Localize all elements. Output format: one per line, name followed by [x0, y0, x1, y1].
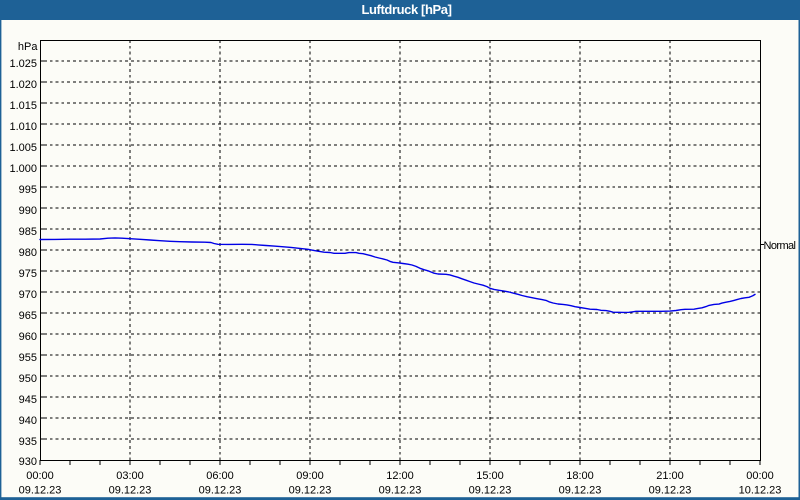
svg-text:990: 990 [19, 205, 37, 217]
svg-text:980: 980 [19, 247, 37, 259]
svg-text:00:00: 00:00 [746, 470, 774, 482]
svg-text:09.12.23: 09.12.23 [289, 485, 332, 497]
svg-text:03:00: 03:00 [116, 470, 144, 482]
svg-text:1.015: 1.015 [9, 100, 37, 112]
svg-text:1.010: 1.010 [9, 121, 37, 133]
svg-text:09.12.23: 09.12.23 [559, 485, 602, 497]
svg-text:09.12.23: 09.12.23 [199, 485, 242, 497]
svg-text:09.12.23: 09.12.23 [379, 485, 422, 497]
svg-text:965: 965 [19, 310, 37, 322]
svg-text:945: 945 [19, 394, 37, 406]
svg-text:06:00: 06:00 [206, 470, 234, 482]
svg-text:955: 955 [19, 352, 37, 364]
svg-text:12:00: 12:00 [386, 470, 414, 482]
svg-text:15:00: 15:00 [476, 470, 504, 482]
svg-text:930: 930 [19, 456, 37, 468]
svg-text:09.12.23: 09.12.23 [109, 485, 152, 497]
svg-text:935: 935 [19, 436, 37, 448]
svg-text:1.000: 1.000 [9, 163, 37, 175]
svg-text:10.12.23: 10.12.23 [739, 485, 782, 497]
svg-text:18:00: 18:00 [566, 470, 594, 482]
svg-text:00:00: 00:00 [26, 470, 54, 482]
svg-text:940: 940 [19, 415, 37, 427]
svg-text:09.12.23: 09.12.23 [19, 485, 62, 497]
svg-text:21:00: 21:00 [656, 470, 684, 482]
svg-text:Luftdruck [hPa]: Luftdruck [hPa] [361, 2, 451, 17]
svg-text:hPa: hPa [18, 41, 38, 53]
svg-text:960: 960 [19, 331, 37, 343]
svg-text:09.12.23: 09.12.23 [649, 485, 692, 497]
svg-text:995: 995 [19, 184, 37, 196]
svg-text:09:00: 09:00 [296, 470, 324, 482]
svg-text:1.020: 1.020 [9, 79, 37, 91]
svg-text:950: 950 [19, 373, 37, 385]
svg-text:09.12.23: 09.12.23 [469, 485, 512, 497]
svg-text:1.005: 1.005 [9, 142, 37, 154]
svg-text:Normal: Normal [764, 240, 797, 252]
svg-text:975: 975 [19, 268, 37, 280]
svg-text:1.025: 1.025 [9, 58, 37, 70]
svg-text:985: 985 [19, 226, 37, 238]
svg-text:970: 970 [19, 289, 37, 301]
